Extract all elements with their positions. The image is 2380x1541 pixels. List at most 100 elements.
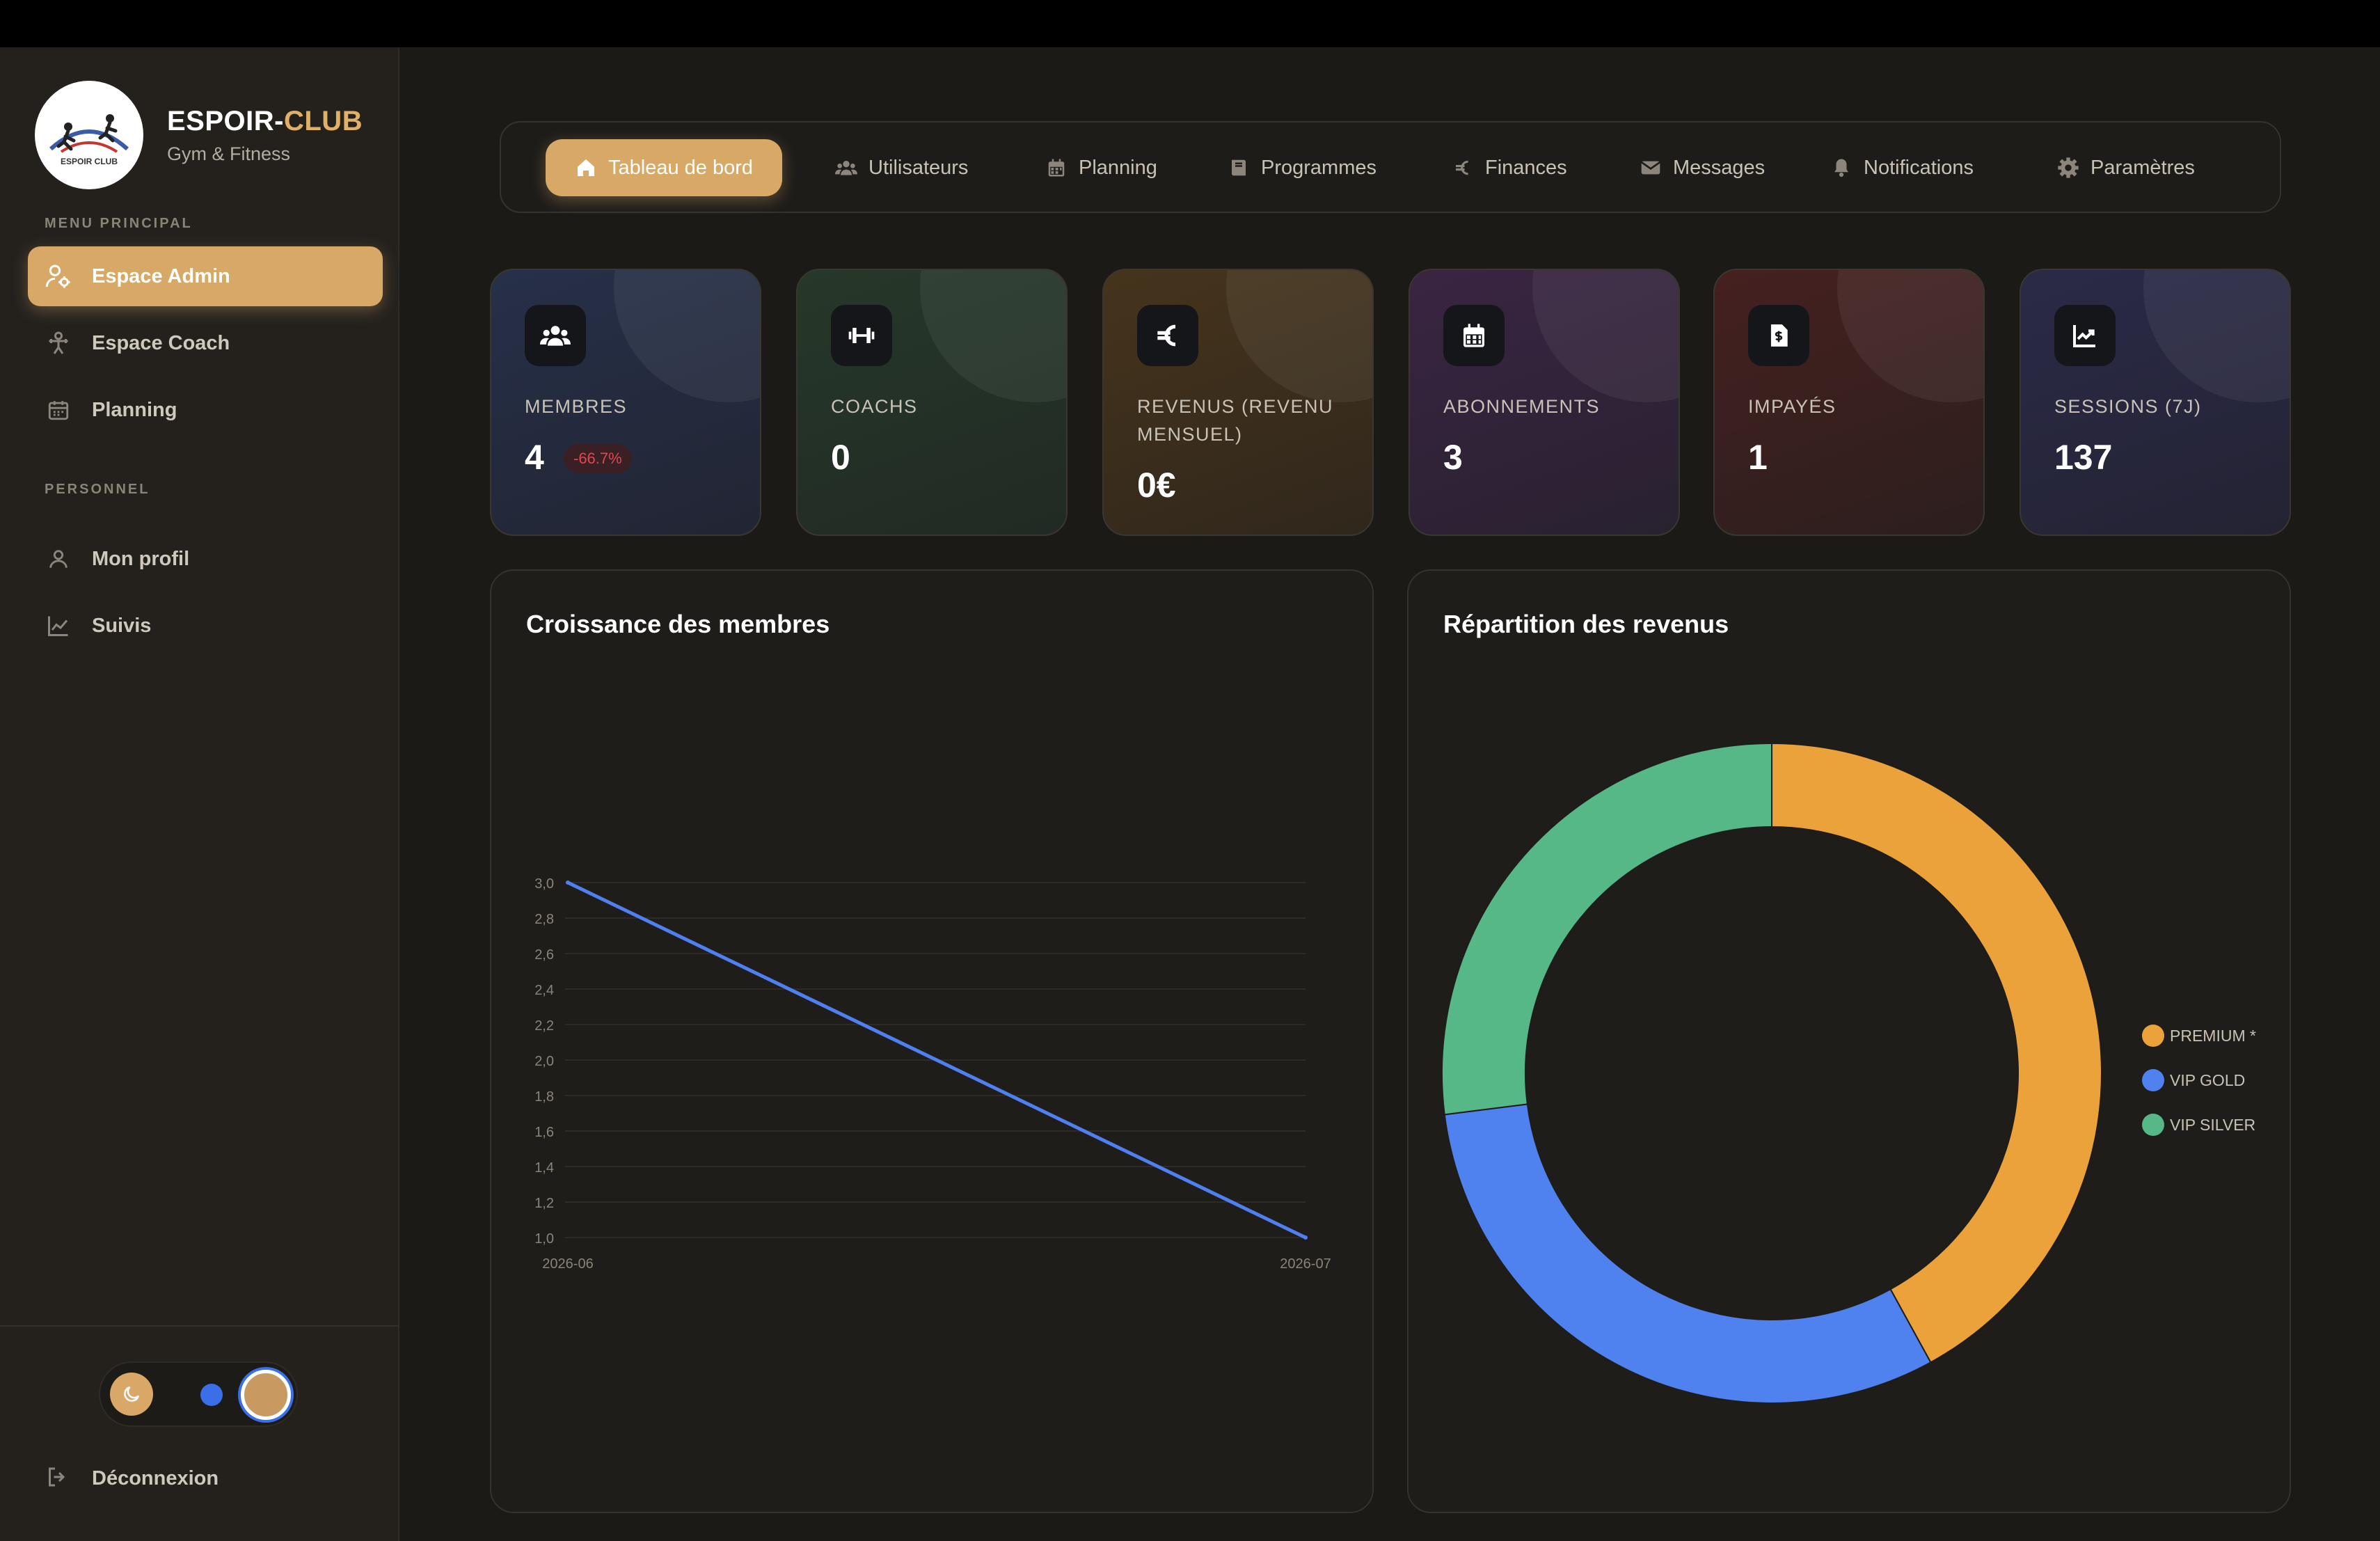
sidebar-item-label: Planning: [92, 398, 177, 421]
chart-title: Croissance des membres: [526, 610, 830, 638]
tab-utilisateurs[interactable]: Utilisateurs: [835, 139, 968, 196]
stat-value: 1: [1748, 438, 1768, 477]
envelope-icon: [1640, 157, 1662, 179]
y-tick-label: 2,4: [534, 983, 554, 998]
calendar-icon: [45, 396, 72, 424]
sidebar-item-espace-coach[interactable]: Espace Coach: [28, 313, 383, 373]
brand-title: ESPOIR-CLUB: [167, 106, 363, 136]
tab-label: Tableau de bord: [608, 156, 753, 179]
stat-card-abonnements[interactable]: ABONNEMENTS 3: [1409, 269, 1680, 536]
user-icon: [45, 545, 72, 573]
y-tick-label: 1,8: [534, 1089, 554, 1105]
x-tick-label: 2026-07: [1280, 1256, 1331, 1272]
logout-label: Déconnexion: [92, 1467, 219, 1489]
tab-label: Notifications: [1864, 156, 1974, 179]
theme-gold-swatch[interactable]: [241, 1370, 291, 1420]
stat-card-impayes[interactable]: IMPAYÉS 1: [1713, 269, 1985, 536]
stat-value: 3: [1443, 438, 1463, 477]
theme-switcher: [99, 1361, 298, 1427]
y-tick-label: 2,0: [534, 1054, 554, 1069]
legend-swatch: [2142, 1025, 2164, 1047]
users-icon: [525, 305, 586, 366]
y-tick-label: 1,2: [534, 1196, 554, 1211]
tab-label: Finances: [1485, 156, 1567, 179]
stat-value: 4: [525, 438, 544, 477]
sidebar-item-espace-admin[interactable]: Espace Admin: [28, 246, 383, 306]
y-tick-label: 1,4: [534, 1160, 554, 1176]
pie-slice-premium[interactable]: [1771, 742, 2102, 1364]
legend-label: VIP GOLD: [2170, 1070, 2246, 1089]
runner-logo-icon: ESPOIR CLUB: [49, 114, 129, 166]
stat-card-membres[interactable]: MEMBRES 4 -66.7%: [490, 269, 761, 536]
y-tick-label: 2,8: [534, 912, 554, 927]
chart-title: Répartition des revenus: [1443, 610, 1729, 638]
y-tick-label: 2,6: [534, 947, 554, 963]
chart-line-icon: [45, 612, 72, 640]
y-tick-label: 2,2: [534, 1018, 554, 1034]
tab-finances[interactable]: Finances: [1452, 139, 1567, 196]
tab-label: Paramètres: [2091, 156, 2195, 179]
stat-label: IMPAYÉS: [1748, 396, 1836, 417]
sidebar: ESPOIR CLUB ESPOIR-CLUB Gym & Fitness ME…: [0, 47, 399, 1541]
sidebar-item-label: Suivis: [92, 614, 152, 637]
bell-icon: [1830, 157, 1853, 179]
pie-slice-vip-silver[interactable]: [1441, 742, 1772, 1116]
section-label-main: MENU PRINCIPAL: [45, 216, 193, 231]
tab-label: Utilisateurs: [868, 156, 969, 179]
stat-card-sessions[interactable]: SESSIONS (7J) 137: [2020, 269, 2291, 536]
stat-value: 137: [2054, 438, 2113, 477]
section-label-personal: PERSONNEL: [45, 482, 150, 497]
tab-messages[interactable]: Messages: [1640, 139, 1765, 196]
donut-chart: [1441, 742, 2102, 1404]
tab-label: Planning: [1079, 156, 1157, 179]
stat-label: COACHS: [831, 396, 918, 417]
calendar-icon: [1045, 157, 1068, 179]
book-icon: [1228, 157, 1250, 179]
tab-parametres[interactable]: Paramètres: [2057, 139, 2195, 196]
y-tick-label: 1,0: [534, 1231, 554, 1247]
stat-card-revenus[interactable]: REVENUS (REVENU MENSUEL) 0€: [1102, 269, 1374, 536]
tab-notifications[interactable]: Notifications: [1830, 139, 1974, 196]
window-top-bar: [0, 0, 2380, 47]
pie-slice-vip-gold[interactable]: [1443, 1103, 1932, 1404]
panel-repartition-revenus: Répartition des revenus PREMIUM * VIP GO…: [1407, 569, 2291, 1513]
sidebar-item-suivis[interactable]: Suivis: [28, 596, 383, 656]
sidebar-item-label: Espace Coach: [92, 331, 230, 354]
y-tick-label: 1,6: [534, 1125, 554, 1140]
theme-blue-swatch[interactable]: [200, 1384, 223, 1406]
stat-card-coachs[interactable]: COACHS 0: [796, 269, 1068, 536]
euro-icon: [1137, 305, 1198, 366]
sidebar-item-mon-profil[interactable]: Mon profil: [28, 529, 383, 589]
club-logo[interactable]: ESPOIR CLUB: [35, 81, 143, 189]
moon-icon: [124, 1386, 140, 1402]
dark-mode-toggle[interactable]: [110, 1373, 153, 1416]
tab-programmes[interactable]: Programmes: [1228, 139, 1377, 196]
tab-tableau-de-bord[interactable]: Tableau de bord: [546, 139, 782, 196]
stat-change-badge: -66.7%: [564, 444, 632, 473]
stat-label: REVENUS (REVENU MENSUEL): [1137, 396, 1334, 445]
data-point[interactable]: [1303, 1235, 1308, 1240]
top-nav: Tableau de bord Utilisateurs Planning Pr…: [500, 121, 2281, 213]
legend-label: PREMIUM *: [2170, 1026, 2256, 1045]
brand-tagline: Gym & Fitness: [167, 143, 291, 164]
tab-label: Programmes: [1261, 156, 1377, 179]
home-icon: [575, 157, 597, 179]
tab-planning[interactable]: Planning: [1045, 139, 1157, 196]
logout-button[interactable]: Déconnexion: [45, 1464, 219, 1492]
sidebar-item-planning[interactable]: Planning: [28, 380, 383, 440]
data-point[interactable]: [566, 880, 570, 885]
gear-icon: [2057, 157, 2079, 179]
users-icon: [835, 157, 857, 179]
user-admin-icon: [45, 262, 72, 290]
sidebar-divider: [0, 1325, 399, 1327]
legend-item-vip-gold[interactable]: VIP GOLD: [2142, 1058, 2256, 1103]
series-line: [566, 880, 1308, 1240]
legend-item-vip-silver[interactable]: VIP SILVER: [2142, 1103, 2256, 1147]
legend-swatch: [2142, 1114, 2164, 1136]
stat-value: 0: [831, 438, 850, 477]
legend-item-premium[interactable]: PREMIUM *: [2142, 1013, 2256, 1058]
calendar-icon: [1443, 305, 1505, 366]
chart-up-icon: [2054, 305, 2116, 366]
legend-swatch: [2142, 1069, 2164, 1091]
stat-label: SESSIONS (7J): [2054, 396, 2202, 417]
